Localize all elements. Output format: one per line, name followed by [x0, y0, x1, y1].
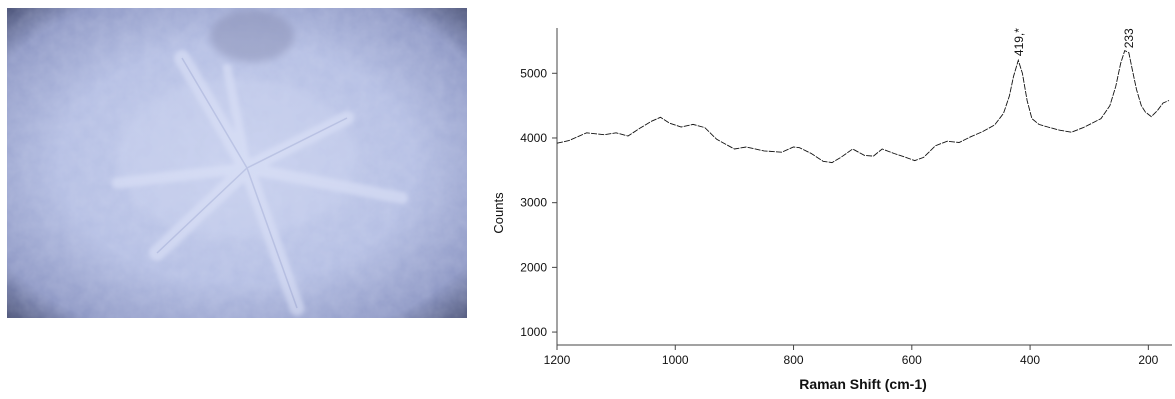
x-tick-label: 800 [784, 353, 804, 367]
y-tick-label: 5000 [520, 66, 547, 80]
x-axis-title: Raman Shift (cm-1) [799, 376, 927, 392]
peak-label: 419,* [1012, 28, 1026, 56]
y-axis-title: Counts [491, 192, 506, 234]
x-tick-label: 400 [1020, 353, 1040, 367]
raman-microscope-image [7, 8, 467, 318]
peak-label: 233 [1122, 28, 1136, 48]
x-tick-label: 1200 [544, 353, 571, 367]
y-tick-label: 4000 [520, 131, 547, 145]
x-tick-label: 1000 [662, 353, 689, 367]
y-tick-label: 2000 [520, 260, 547, 274]
y-tick-label: 3000 [520, 196, 547, 210]
x-tick-label: 200 [1138, 353, 1158, 367]
series-line [556, 49, 1170, 164]
x-tick-label: 600 [902, 353, 922, 367]
y-tick-label: 1000 [520, 325, 547, 339]
